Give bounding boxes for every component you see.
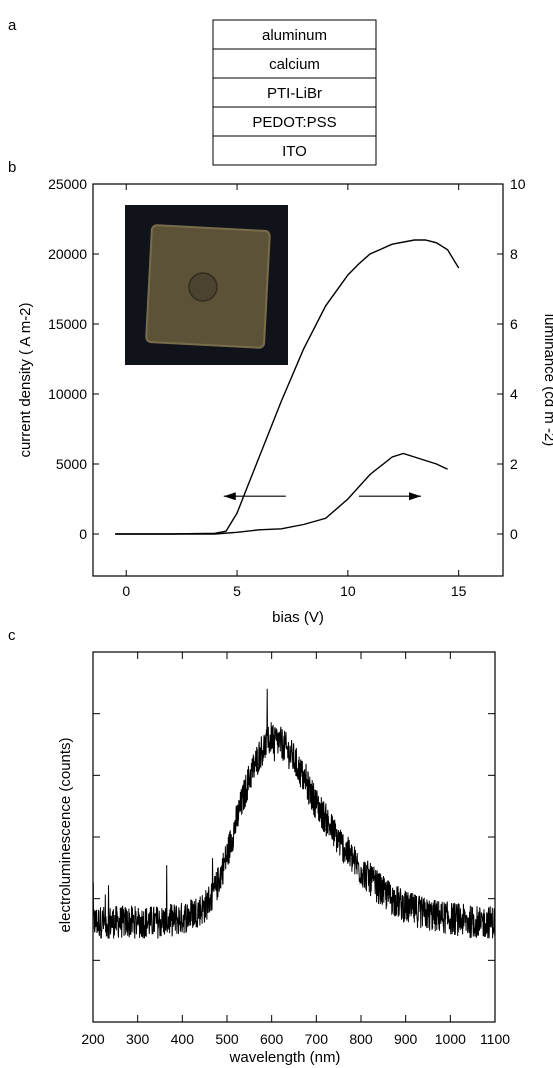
device-photo-inset — [125, 205, 288, 365]
panel-label-c: c — [8, 627, 16, 644]
y-tick-label-right: 8 — [510, 246, 518, 262]
x-tick-label: 200 — [81, 1031, 105, 1047]
x-axis-title-c: wavelength (nm) — [229, 1049, 341, 1066]
current-density-line — [115, 239, 460, 535]
y-tick-label-right: 2 — [510, 456, 518, 472]
chart-current-luminance: 0 5 10 15 0 5000 10000 15000 20000 25000 0 2 4 6 8 10… — [17, 176, 553, 626]
x-tick-label: 300 — [126, 1031, 150, 1047]
layer-box — [212, 19, 377, 50]
y-tick-label-right: 10 — [510, 176, 526, 192]
y-tick-label-left: 15000 — [48, 316, 87, 332]
layer-box — [212, 48, 377, 79]
x-tick-label: 400 — [171, 1031, 195, 1047]
plot-frame-c — [92, 651, 496, 1023]
x-tick-label: 10 — [340, 583, 356, 599]
arrow-head-icon — [409, 492, 421, 501]
x-tick-label: 5 — [233, 583, 241, 599]
x-axis-title-b: bias (V) — [272, 609, 324, 626]
x-tick-label: 0 — [122, 583, 130, 599]
x-tick-label: 800 — [349, 1031, 373, 1047]
layer-label: aluminum — [262, 27, 327, 44]
y-tick-label-left: 10000 — [48, 386, 87, 402]
x-tick-label: 600 — [260, 1031, 284, 1047]
x-tick-label: 15 — [451, 583, 467, 599]
y-tick-label-left: 0 — [79, 526, 87, 542]
y-axis-title-right-b: luminance (cd m -2) — [541, 314, 553, 447]
layer-box — [212, 77, 377, 108]
y-tick-label-left: 25000 — [48, 176, 87, 192]
layer-label: ITO — [282, 143, 307, 160]
layer-box — [212, 106, 377, 137]
x-tick-label: 900 — [394, 1031, 418, 1047]
chart-electroluminescence: 200 300 400 500 600 700 800 900 1000 1100 wavelen… — [57, 651, 510, 1066]
panel-label-b: b — [8, 159, 16, 176]
y-tick-label-right: 6 — [510, 316, 518, 332]
luminance-line — [115, 452, 448, 535]
panel-label-a: a — [8, 17, 17, 34]
y-tick-label-right: 0 — [510, 526, 518, 542]
layer-label: PTI-LiBr — [267, 85, 322, 102]
electroluminescence-spectrum-line — [92, 688, 496, 939]
layer-stack: aluminum calcium PTI-LiBr PEDOT:PSS ITO — [212, 19, 377, 166]
layer-label: PEDOT:PSS — [252, 114, 336, 131]
x-tick-label: 700 — [305, 1031, 329, 1047]
x-tick-label: 1000 — [435, 1031, 466, 1047]
layer-box — [212, 135, 377, 166]
y-axis-title-c: electroluminescence (counts) — [57, 737, 74, 932]
y-tick-label-left: 20000 — [48, 246, 87, 262]
y-axis-title-left-b: current density ( A m-2) — [17, 302, 34, 457]
layer-label: calcium — [269, 56, 320, 73]
plot-frame-b — [92, 183, 504, 577]
arrow-head-icon — [223, 492, 236, 501]
x-tick-label: 500 — [215, 1031, 239, 1047]
y-tick-label-right: 4 — [510, 386, 518, 402]
y-tick-label-left: 5000 — [56, 456, 87, 472]
x-tick-label: 1100 — [480, 1031, 510, 1047]
